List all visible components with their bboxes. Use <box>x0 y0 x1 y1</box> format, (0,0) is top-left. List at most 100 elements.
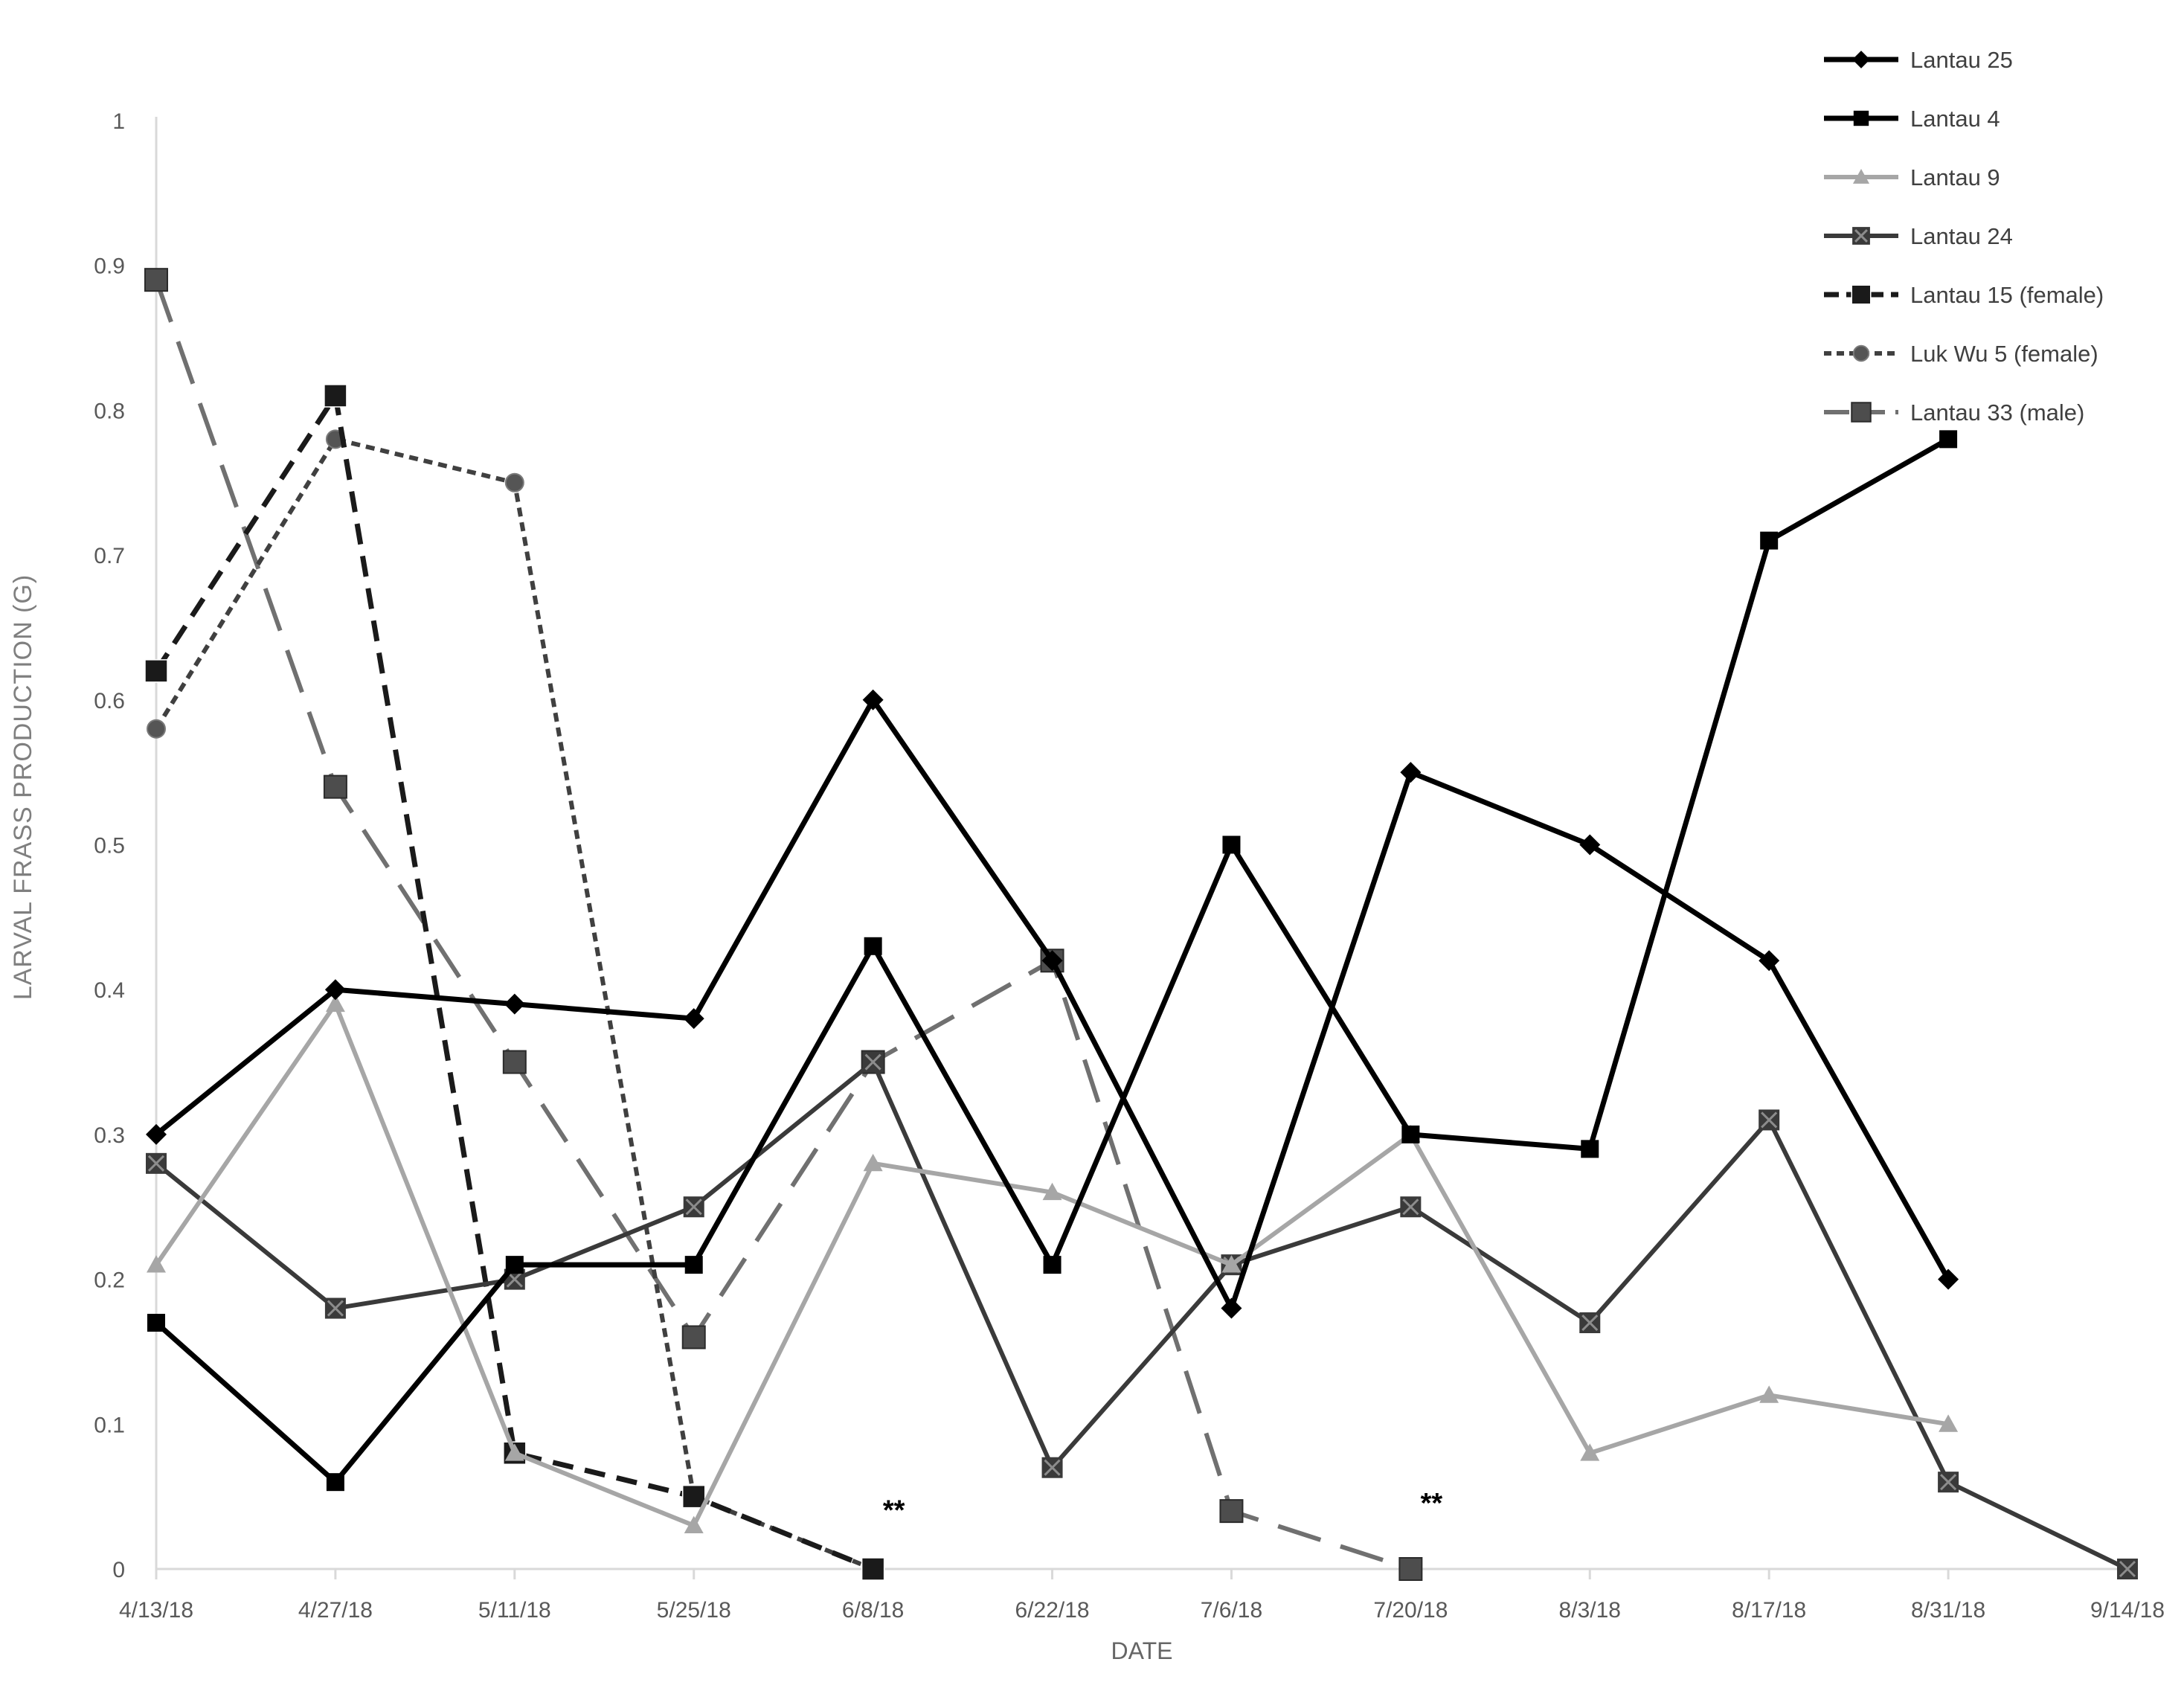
marker-triangle <box>684 1515 704 1533</box>
x-tick-label: 8/31/18 <box>1911 1598 1985 1623</box>
marker-big-square <box>324 384 347 408</box>
y-tick-label: 1 <box>112 109 125 134</box>
y-tick-label: 0.7 <box>94 544 125 568</box>
y-tick-label: 0.3 <box>94 1123 125 1148</box>
series-line <box>154 279 1412 1571</box>
annotation-text: ** <box>883 1495 905 1527</box>
marker-square <box>147 1314 165 1332</box>
marker-x-cross <box>1940 1474 1957 1491</box>
legend-label: Lantau 15 (female) <box>1910 282 2104 308</box>
annotation-text: ** <box>1421 1488 1443 1519</box>
series-layer <box>144 268 2138 1581</box>
series-line <box>155 1059 2129 1571</box>
marker-square <box>1939 430 1958 449</box>
marker-square <box>864 937 882 955</box>
marker-triangle <box>325 994 345 1013</box>
y-tick-label: 0.6 <box>94 689 125 713</box>
marker-square <box>326 1473 344 1492</box>
y-tick-label: 0.2 <box>94 1268 125 1293</box>
marker-x-cross <box>864 1053 881 1071</box>
marker-gray-square <box>502 1050 527 1074</box>
marker-gray-square <box>144 268 168 292</box>
y-tick-label: 0.5 <box>94 834 125 859</box>
marker-x-cross <box>1761 1111 1778 1129</box>
series-line <box>154 697 1951 1312</box>
series-lantau-15-female <box>144 384 885 1581</box>
legend-item: Lantau 33 (male) <box>1824 400 2084 426</box>
y-tick-label: 0 <box>112 1558 125 1582</box>
x-tick-label: 7/6/18 <box>1201 1598 1262 1623</box>
marker-square <box>1043 1256 1062 1274</box>
marker-square <box>1222 835 1241 854</box>
marker-big-square <box>144 659 168 683</box>
series-lantau-33-male <box>144 268 1423 1581</box>
marker-gray-square <box>1851 402 1872 423</box>
marker-triangle <box>1939 1414 1959 1432</box>
legend-item: Lantau 24 <box>1824 223 2013 249</box>
legend-label: Lantau 24 <box>1910 223 2013 249</box>
y-tick-label: 0.9 <box>94 254 125 279</box>
marker-triangle <box>1221 1255 1242 1273</box>
series-lantau-25 <box>146 689 1959 1319</box>
marker-x-cross <box>2119 1560 2136 1578</box>
legend-item: Lantau 15 (female) <box>1824 282 2104 308</box>
marker-diamond <box>1221 1297 1242 1319</box>
marker-diamond <box>1400 762 1422 783</box>
series-lantau-4 <box>147 430 1958 1492</box>
marker-square <box>1853 110 1869 126</box>
legend-item: Luk Wu 5 (female) <box>1824 341 2098 367</box>
legend: Lantau 25 Lantau 4 Lantau 9 Lantau 24 Lantau… <box>1824 47 2104 426</box>
legend-label: Lantau 9 <box>1910 164 2000 190</box>
axes: 0 0.1 0.2 0.3 0.4 0.5 0.6 0.7 0.8 0.9 1 4/13/18 4/27… <box>94 109 2165 1623</box>
legend-label: Lantau 25 <box>1910 47 2013 73</box>
marker-circle <box>1852 344 1870 362</box>
marker-gray-square <box>681 1325 706 1350</box>
x-tick-label: 5/11/18 <box>478 1598 551 1623</box>
marker-diamond <box>1852 51 1870 68</box>
legend-label: Lantau 4 <box>1910 106 2000 132</box>
legend-item: Lantau 9 <box>1824 164 2000 190</box>
series-line <box>154 393 874 1572</box>
x-tick-label: 6/8/18 <box>842 1598 904 1623</box>
marker-circle <box>504 472 524 492</box>
marker-diamond <box>1759 950 1780 972</box>
marker-x-cross <box>147 1155 165 1172</box>
marker-triangle <box>1580 1443 1600 1461</box>
x-axis-label: DATE <box>1111 1637 1173 1664</box>
marker-triangle <box>504 1443 524 1461</box>
marker-big-square <box>861 1557 885 1581</box>
marker-x-cross <box>1402 1199 1419 1216</box>
x-tick-label: 6/22/18 <box>1015 1598 1089 1623</box>
marker-gray-square <box>323 774 347 799</box>
marker-square <box>1760 531 1779 550</box>
marker-x-cross <box>685 1199 702 1216</box>
marker-diamond <box>146 1123 167 1145</box>
marker-square <box>1401 1125 1420 1143</box>
legend-label: Luk Wu 5 (female) <box>1910 341 2098 367</box>
marker-diamond <box>504 993 525 1015</box>
marker-diamond <box>1938 1268 1959 1290</box>
x-tick-label: 7/20/18 <box>1373 1598 1448 1623</box>
annotations: ** ** <box>883 1488 1443 1527</box>
x-tick-label: 9/14/18 <box>2090 1598 2165 1623</box>
marker-big-square <box>1851 284 1872 305</box>
marker-triangle <box>863 1153 883 1172</box>
marker-x-cross <box>1044 1459 1061 1476</box>
y-tick-label: 0.8 <box>94 399 125 423</box>
marker-big-square <box>681 1484 706 1509</box>
marker-square <box>684 1256 703 1274</box>
marker-diamond <box>324 979 346 1001</box>
x-tick-label: 4/27/18 <box>298 1598 373 1623</box>
marker-diamond <box>862 689 884 710</box>
legend-item: Lantau 25 <box>1824 47 2013 73</box>
marker-x-cross <box>327 1300 344 1317</box>
legend-item: Lantau 4 <box>1824 106 2000 132</box>
marker-diamond <box>1041 950 1063 972</box>
x-tick-label: 8/17/18 <box>1732 1598 1806 1623</box>
marker-x-cross <box>1581 1314 1599 1332</box>
marker-gray-square <box>1219 1499 1244 1524</box>
marker-circle <box>147 719 166 739</box>
x-tick-label: 4/13/18 <box>119 1598 193 1623</box>
